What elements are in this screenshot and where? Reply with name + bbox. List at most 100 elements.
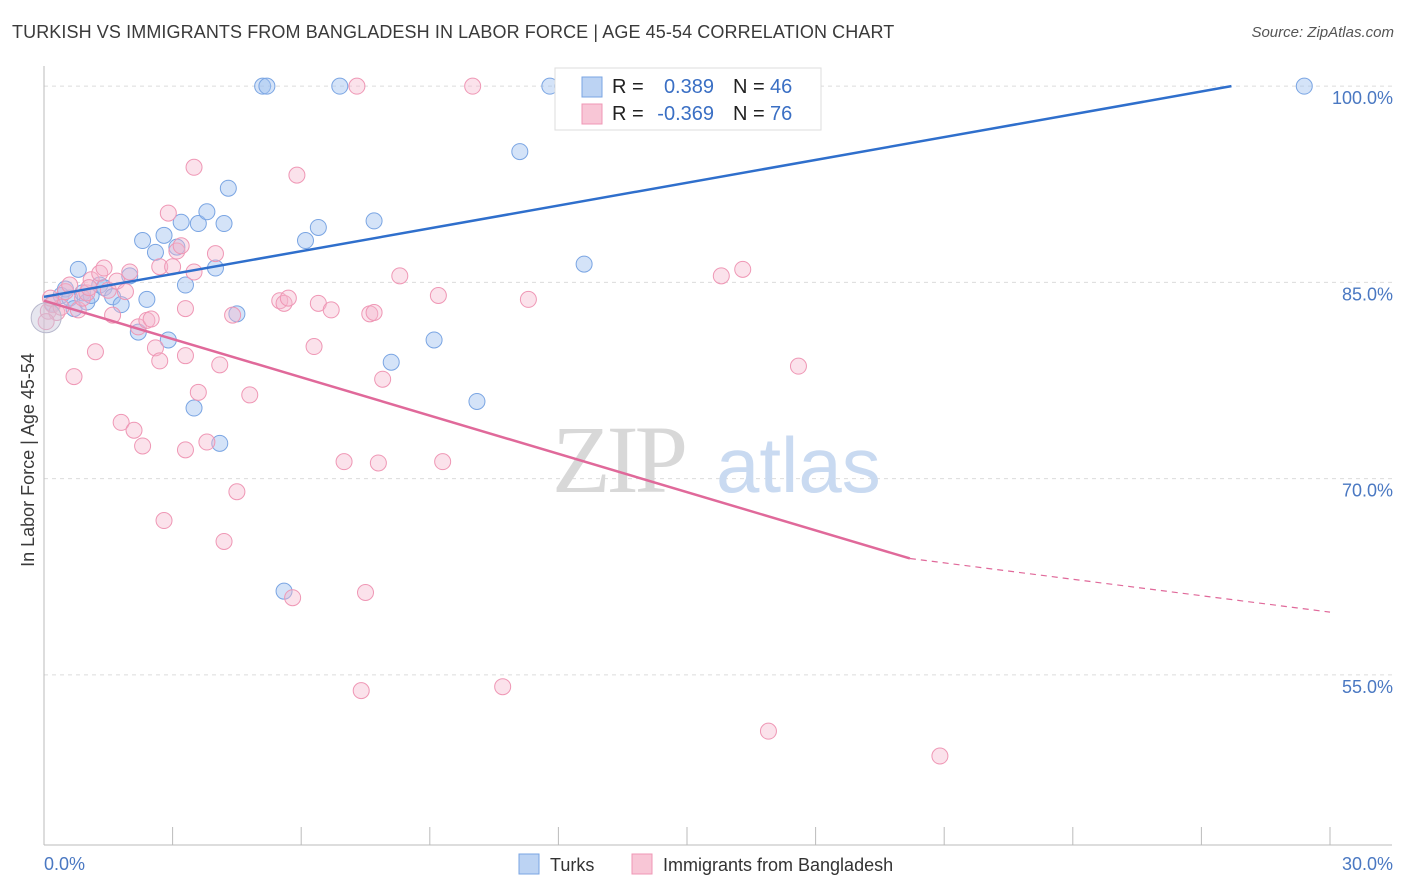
bangladesh-point — [198, 433, 216, 451]
bangladesh-point — [352, 682, 370, 700]
turks-point — [331, 77, 349, 95]
bangladesh-point — [95, 259, 113, 277]
bottom-legend-swatch-bangladesh — [631, 853, 653, 875]
turks-point — [211, 434, 229, 452]
x-tick-label-max: 30.0% — [1342, 854, 1393, 874]
y-tick-label: 100.0% — [1332, 88, 1393, 108]
trend-line-bangladesh-extension — [909, 557, 1331, 613]
bangladesh-point — [391, 267, 409, 285]
bangladesh-point — [335, 453, 353, 471]
bangladesh-point — [176, 441, 194, 459]
turks-point — [198, 203, 216, 221]
bangladesh-point — [86, 343, 104, 361]
bangladesh-point — [734, 260, 752, 278]
legend-n-label-2: N = — [733, 103, 765, 125]
bangladesh-point — [284, 589, 302, 607]
bangladesh-point — [519, 290, 537, 308]
bangladesh-point — [172, 237, 190, 255]
bangladesh-point — [116, 283, 134, 301]
bangladesh-point — [494, 678, 512, 696]
turks-point — [258, 77, 276, 95]
watermark-zip: ZIP — [552, 406, 685, 513]
bangladesh-point — [206, 245, 224, 263]
trend-line-bangladesh — [43, 299, 911, 560]
watermark: ZIP atlas — [552, 406, 881, 513]
trend-lines — [43, 84, 1331, 613]
legend-r-label-1: R = — [612, 76, 644, 98]
turks-point — [275, 582, 293, 600]
y-axis-label: In Labor Force | Age 45-54 — [18, 353, 38, 567]
bangladesh-point — [464, 77, 482, 95]
turks-point — [215, 215, 233, 233]
bottom-legend-label-turks: Turks — [550, 855, 594, 875]
bangladesh-point — [176, 347, 194, 365]
turks-point — [296, 232, 314, 250]
turks-point — [511, 143, 529, 161]
series-legend: Turks Immigrants from Bangladesh — [518, 853, 893, 875]
bangladesh-point — [121, 263, 139, 281]
cluster-bubble — [30, 302, 62, 334]
bangladesh-point — [151, 258, 169, 276]
bangladesh-point — [712, 267, 730, 285]
turks-point — [134, 232, 152, 250]
turks-point — [138, 290, 156, 308]
chart-source: Source: ZipAtlas.com — [1251, 24, 1394, 41]
bottom-legend-label-bangladesh: Immigrants from Bangladesh — [663, 855, 893, 875]
bangladesh-point — [142, 310, 160, 328]
trend-line-turks — [43, 84, 1232, 299]
legend-n-label-1: N = — [733, 76, 765, 98]
turks-point — [309, 218, 327, 236]
watermark-atlas: atlas — [716, 421, 881, 509]
turks-point — [468, 392, 486, 410]
bangladesh-point — [155, 512, 173, 530]
legend-swatch-turks — [581, 76, 603, 98]
bangladesh-point — [224, 306, 242, 324]
legend-swatch-bangladesh — [581, 103, 603, 125]
turks-point — [365, 212, 383, 230]
bangladesh-point — [37, 313, 55, 331]
bangladesh-point — [134, 437, 152, 455]
legend-n-value-turks: 46 — [770, 76, 792, 98]
x-tick-label-min: 0.0% — [44, 854, 85, 874]
bangladesh-point — [348, 77, 366, 95]
bangladesh-point — [176, 300, 194, 318]
legend-r-label-2: R = — [612, 103, 644, 125]
turks-point — [1295, 77, 1313, 95]
bangladesh-point — [159, 204, 177, 222]
bangladesh-point — [185, 158, 203, 176]
legend-r-value-turks: 0.389 — [664, 76, 714, 98]
turks-point — [425, 331, 443, 349]
bangladesh-point — [369, 454, 387, 472]
bangladesh-point — [112, 413, 130, 431]
bangladesh-point — [305, 338, 323, 356]
bangladesh-point — [215, 532, 233, 550]
bangladesh-point — [189, 383, 207, 401]
turks-point — [185, 399, 203, 417]
turks-point — [69, 260, 87, 278]
turks-point — [575, 255, 593, 273]
x-tick-labels: 0.0% 30.0% — [44, 854, 1393, 874]
bangladesh-point — [374, 370, 392, 388]
bangladesh-point — [429, 287, 447, 304]
turks-point — [382, 353, 400, 371]
bangladesh-point — [322, 301, 340, 319]
correlation-legend: R = 0.389 N = 46 R = -0.369 N = 76 — [554, 67, 822, 131]
bangladesh-point — [228, 483, 246, 501]
bangladesh-point — [931, 747, 949, 765]
y-tick-labels: 100.0% 85.0% 70.0% 55.0% — [1332, 88, 1393, 697]
turks-point — [155, 226, 173, 244]
bangladesh-point — [65, 368, 83, 386]
axes — [43, 66, 1392, 846]
bangladesh-point — [241, 386, 259, 404]
series-turks-points — [44, 77, 1313, 600]
bangladesh-point — [357, 583, 374, 601]
turks-point — [254, 77, 272, 95]
bottom-legend-swatch-turks — [518, 853, 540, 875]
bangladesh-point — [146, 339, 164, 357]
gridlines — [44, 85, 1392, 676]
y-tick-label: 70.0% — [1342, 481, 1393, 501]
chart-title: TURKISH VS IMMIGRANTS FROM BANGLADESH IN… — [12, 22, 895, 42]
bangladesh-point — [365, 304, 383, 322]
bangladesh-point — [288, 166, 306, 184]
